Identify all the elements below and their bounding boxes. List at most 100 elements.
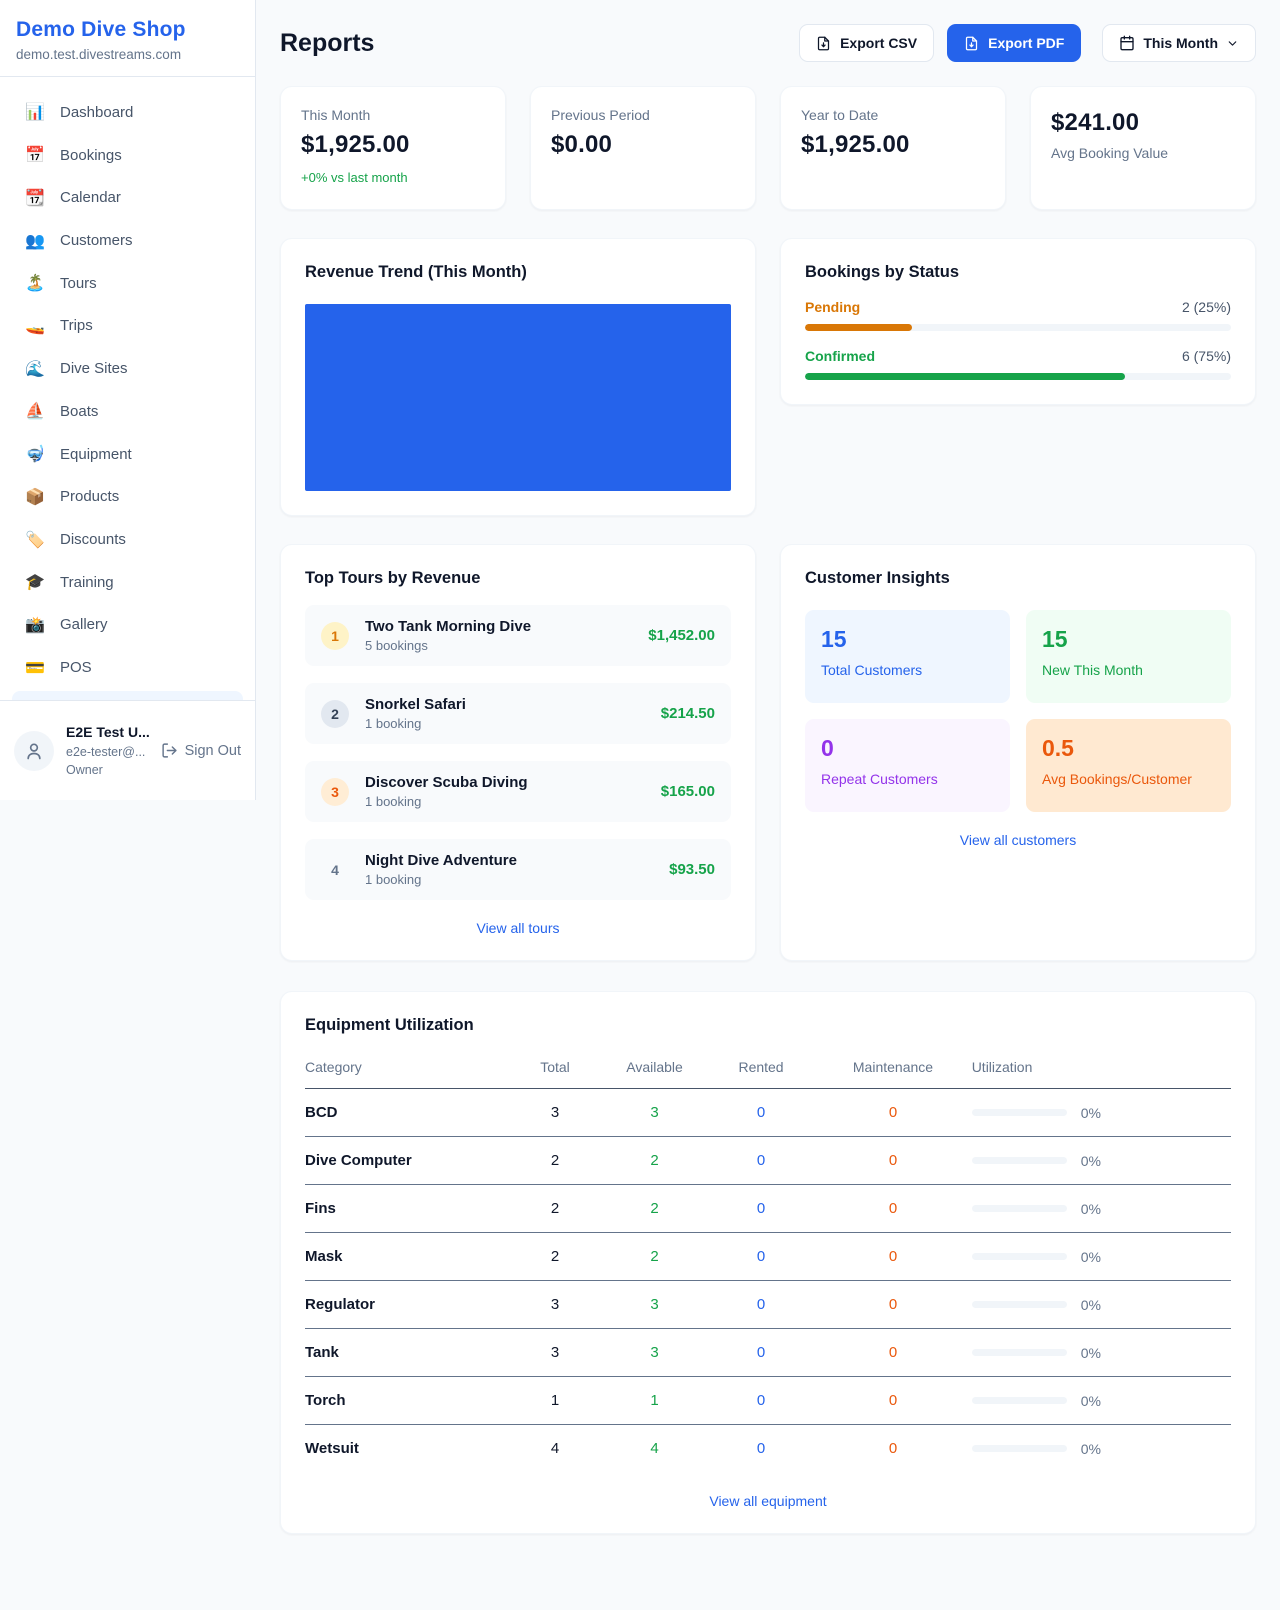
status-count-confirmed: 6 (75%) [1181, 348, 1231, 364]
cell-total: 2 [508, 1184, 602, 1233]
view-all-tours-link[interactable]: View all tours [476, 920, 560, 936]
cell-available: 1 [601, 1376, 708, 1425]
tour-item: 1 Two Tank Morning Dive 5 bookings $1,45… [305, 605, 731, 666]
view-all-equipment-link[interactable]: View all equipment [709, 1492, 827, 1509]
cell-rented: 0 [707, 1232, 815, 1281]
tile-label: Repeat Customers [821, 771, 938, 787]
sidebar-item-pos[interactable]: 💳 POS [12, 646, 243, 689]
utilization-percent: 0% [1080, 1392, 1101, 1409]
stat-label: Avg Booking Value [1051, 145, 1169, 161]
utilization-bar-track [971, 1301, 1067, 1308]
stats-row: This Month $1,925.00 +0% vs last month P… [280, 86, 1256, 210]
rank-badge: 2 [321, 699, 349, 728]
sidebar-nav: 📊 Dashboard 📅 Bookings 📆 Calendar 👥 Cust… [0, 77, 255, 700]
package-icon: 📦 [25, 488, 45, 506]
file-download-icon [965, 36, 978, 50]
cell-maintenance: 0 [814, 1376, 972, 1425]
sign-out-label: Sign Out [184, 742, 241, 759]
graduation-cap-icon: 🎓 [25, 574, 45, 592]
col-header-available: Available [601, 1049, 708, 1089]
chevron-down-icon [1228, 40, 1237, 46]
sidebar-item-calendar[interactable]: 📆 Calendar [12, 176, 243, 219]
tour-bookings: 1 booking [365, 872, 422, 887]
cell-category: Wetsuit [305, 1424, 509, 1473]
wave-icon: 🌊 [25, 360, 45, 378]
credit-card-icon: 💳 [25, 659, 45, 677]
user-section: E2E Test U... e2e-tester@... Owner Sign … [0, 700, 255, 800]
sidebar-item-reports-partial[interactable] [12, 691, 243, 700]
sidebar-item-boats[interactable]: ⛵ Boats [12, 390, 243, 433]
sidebar-item-trips[interactable]: 🚤 Trips [12, 305, 243, 348]
sidebar-item-discounts[interactable]: 🏷️ Discounts [12, 518, 243, 561]
cell-maintenance: 0 [814, 1424, 972, 1473]
tour-revenue: $214.50 [660, 705, 715, 722]
dashboard-icon: 📊 [25, 104, 45, 122]
equipment-utilization-title: Equipment Utilization [305, 1016, 474, 1034]
stat-value: $0.00 [551, 131, 613, 158]
view-all-customers-link[interactable]: View all customers [959, 832, 1077, 848]
sidebar-item-equipment[interactable]: 🤿 Equipment [12, 433, 243, 476]
sidebar-item-gallery[interactable]: 📸 Gallery [12, 604, 243, 647]
cell-rented: 0 [756, 1104, 766, 1121]
main-content: Reports Export CSV Export PDF This Month [256, 0, 1280, 1558]
cell-rented: 0 [707, 1328, 815, 1377]
calendar-icon: 📆 [25, 189, 45, 207]
sidebar-item-label: Tours [60, 274, 97, 292]
stat-label: Previous Period [551, 107, 650, 123]
cell-utilization: 0% [971, 1089, 1231, 1137]
sidebar-item-label: POS [60, 659, 92, 677]
shop-domain: demo.test.divestreams.com [16, 47, 182, 62]
sidebar-item-dive-sites[interactable]: 🌊 Dive Sites [12, 347, 243, 390]
tile-new-this-month: 15 New This Month [1026, 610, 1231, 703]
user-name: E2E Test U... [66, 724, 150, 741]
sidebar-item-label: Dashboard [60, 103, 134, 121]
utilization-percent: 0% [1080, 1248, 1101, 1265]
sidebar: Demo Dive Shop demo.test.divestreams.com… [0, 0, 256, 800]
period-label: This Month [1143, 35, 1218, 51]
stat-value: $241.00 [1051, 109, 1140, 136]
period-dropdown[interactable]: This Month [1102, 24, 1256, 62]
top-tours-card: Top Tours by Revenue 1 Two Tank Morning … [280, 544, 756, 961]
tour-name: Discover Scuba Diving [365, 774, 528, 791]
tour-bookings: 1 booking [365, 716, 422, 731]
export-pdf-button[interactable]: Export PDF [947, 24, 1082, 62]
status-count-pending: 2 (25%) [1181, 299, 1231, 315]
equipment-utilization-card: Equipment Utilization Category Total Ava… [280, 991, 1256, 1534]
tour-item: 3 Discover Scuba Diving 1 booking $165.0… [305, 761, 731, 822]
tour-item: 4 Night Dive Adventure 1 booking $93.50 [305, 839, 731, 900]
cell-total: 3 [508, 1328, 602, 1377]
tour-bookings: 5 bookings [365, 638, 428, 653]
sign-out-icon [161, 743, 177, 758]
rank-badge: 1 [321, 621, 349, 650]
tile-value: 0 [821, 735, 834, 761]
cell-category: Regulator [305, 1280, 509, 1329]
cell-total: 2 [508, 1136, 602, 1185]
utilization-bar-track [971, 1445, 1067, 1453]
equipment-table: Category Total Available Rented Maintena… [305, 1049, 1231, 1473]
tile-value: 0.5 [1042, 735, 1074, 761]
export-csv-button[interactable]: Export CSV [799, 24, 935, 62]
stat-value: $1,925.00 [301, 131, 410, 158]
cell-rented: 0 [707, 1136, 815, 1185]
cell-total: 3 [508, 1280, 602, 1329]
table-row: Regulator 3 3 0 0 0% [305, 1280, 1231, 1329]
sign-out-button[interactable]: Sign Out [161, 742, 241, 759]
utilization-percent: 0% [1080, 1200, 1101, 1217]
sidebar-item-bookings[interactable]: 📅 Bookings [12, 134, 243, 177]
rank-badge: 3 [321, 777, 349, 806]
stat-label: Year to Date [801, 107, 879, 123]
table-header-row: Category Total Available Rented Maintena… [305, 1049, 1231, 1089]
utilization-bar-track [971, 1109, 1067, 1116]
export-csv-label: Export CSV [840, 35, 918, 51]
sidebar-item-dashboard[interactable]: 📊 Dashboard [12, 91, 243, 134]
sidebar-item-label: Boats [60, 402, 99, 420]
charts-row: Revenue Trend (This Month) Bookings by S… [280, 238, 1256, 516]
user-email: e2e-tester@... [66, 744, 146, 759]
sidebar-item-customers[interactable]: 👥 Customers [12, 219, 243, 262]
sidebar-item-products[interactable]: 📦 Products [12, 475, 243, 518]
sidebar-item-training[interactable]: 🎓 Training [12, 561, 243, 604]
sidebar-item-tours[interactable]: 🏝️ Tours [12, 262, 243, 305]
sidebar-item-label: Discounts [60, 531, 126, 549]
bookings-by-status-card: Bookings by Status Pending 2 (25%) Confi… [780, 238, 1256, 405]
status-row-confirmed: Confirmed 6 (75%) [805, 348, 1231, 380]
